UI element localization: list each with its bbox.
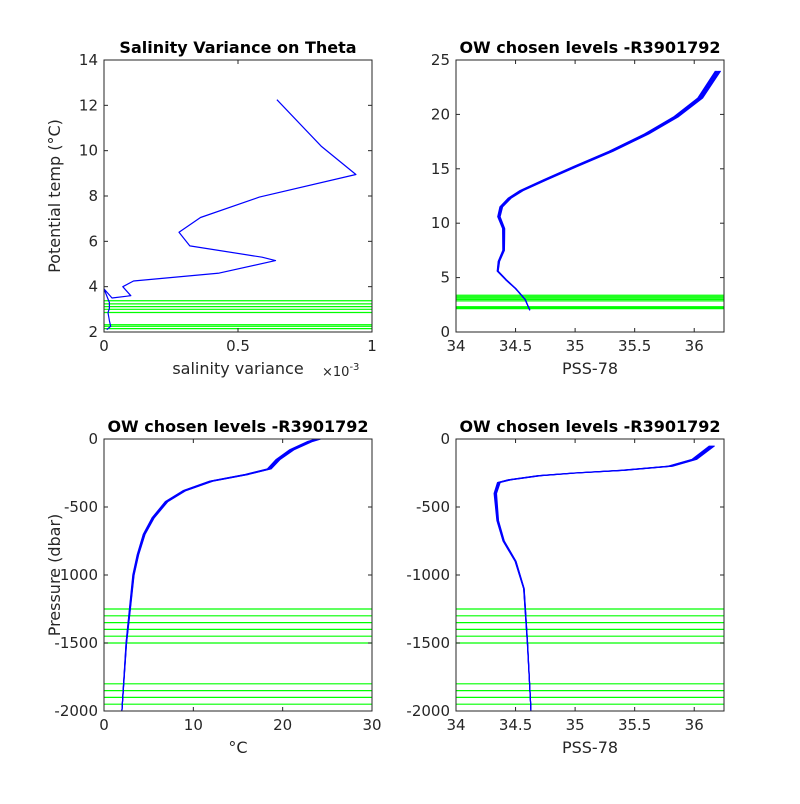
profile-line [494, 445, 711, 712]
x-tick-label: 10 [184, 716, 203, 734]
axes-box [455, 438, 725, 712]
y-tick-label: 0 [88, 430, 98, 448]
x-exponent-label: ×10-3 [322, 362, 359, 380]
y-tick-label: 0 [440, 430, 450, 448]
axes-box [103, 59, 373, 333]
x-tick-label: 0 [99, 337, 109, 355]
profile-line [497, 70, 718, 311]
y-tick-label: 0 [440, 323, 450, 341]
profile-line [494, 445, 712, 712]
y-tick-label: 6 [88, 232, 98, 250]
x-tick-label: 35.5 [618, 716, 651, 734]
chart-title: Salinity Variance on Theta [119, 38, 356, 57]
x-tick-label: 0 [99, 716, 109, 734]
x-tick-label: 20 [273, 716, 292, 734]
chart-title: OW chosen levels -R3901792 [107, 417, 368, 436]
profile-line [494, 445, 713, 712]
y-tick-label: -1000 [54, 566, 98, 584]
x-exponent-base: ×10 [322, 365, 349, 380]
profile-line [103, 99, 357, 331]
y-tick-label: -1500 [406, 634, 450, 652]
profile-line [493, 445, 710, 712]
x-tick-label: 35 [566, 716, 585, 734]
x-axis-label: °C [228, 738, 247, 757]
x-tick-label: 34.5 [499, 337, 532, 355]
y-axis-label: Pressure (dbar) [45, 514, 64, 637]
y-tick-label: -2000 [406, 702, 450, 720]
y-tick-label: -1500 [54, 634, 98, 652]
y-tick-label: -500 [64, 498, 98, 516]
x-exponent-power: -3 [349, 362, 359, 373]
y-tick-label: 5 [440, 269, 450, 287]
y-tick-label: 8 [88, 187, 98, 205]
y-tick-label: 4 [88, 278, 98, 296]
x-axis-label: PSS-78 [562, 738, 618, 757]
y-tick-label: -1000 [406, 566, 450, 584]
x-tick-label: 34 [446, 337, 465, 355]
x-tick-label: 35.5 [618, 337, 651, 355]
x-tick-label: 34 [446, 716, 465, 734]
profile-line [497, 70, 722, 311]
x-tick-label: 36 [685, 716, 704, 734]
x-tick-label: 35 [566, 337, 585, 355]
y-axis-label: Potential temp (°C) [45, 119, 64, 273]
y-tick-label: 20 [431, 105, 450, 123]
y-tick-label: 14 [79, 51, 98, 69]
x-axis-label: PSS-78 [562, 359, 618, 378]
subplot-theta-salinity: 34 34.5 35 35.5 36 0 5 10 15 20 25 OW chosen levels… [431, 38, 725, 378]
y-tick-label: 10 [431, 214, 450, 232]
profile-line [496, 70, 716, 311]
y-tick-label: 25 [431, 51, 450, 69]
x-tick-label: 0.5 [226, 337, 250, 355]
profile-line [497, 70, 720, 311]
subplot-temperature-pressure: 0 10 20 30 -2000 -1500 -1000 -500 0 OW chosen lev… [45, 417, 382, 757]
y-tick-label: 15 [431, 160, 450, 178]
x-tick-label: 36 [685, 337, 704, 355]
profile-line [495, 445, 715, 712]
chart-title: OW chosen levels -R3901792 [459, 417, 720, 436]
axes-box [103, 438, 373, 712]
y-tick-label: 10 [79, 142, 98, 160]
x-tick-label: 34.5 [499, 716, 532, 734]
subplot-salinity-pressure: 34 34.5 35 35.5 36 -2000 -1500 -1000 -500 0 OW cho… [406, 417, 725, 757]
profile-line [121, 438, 322, 712]
y-tick-label: -500 [416, 498, 450, 516]
axes-box [455, 59, 725, 333]
chart-title: OW chosen levels -R3901792 [459, 38, 720, 57]
x-tick-label: 30 [362, 716, 381, 734]
profile-line [496, 70, 717, 311]
y-tick-label: 12 [79, 96, 98, 114]
x-tick-label: 1 [367, 337, 377, 355]
x-axis-label: salinity variance [172, 359, 303, 378]
y-tick-label: 2 [88, 323, 98, 341]
y-tick-label: -2000 [54, 702, 98, 720]
